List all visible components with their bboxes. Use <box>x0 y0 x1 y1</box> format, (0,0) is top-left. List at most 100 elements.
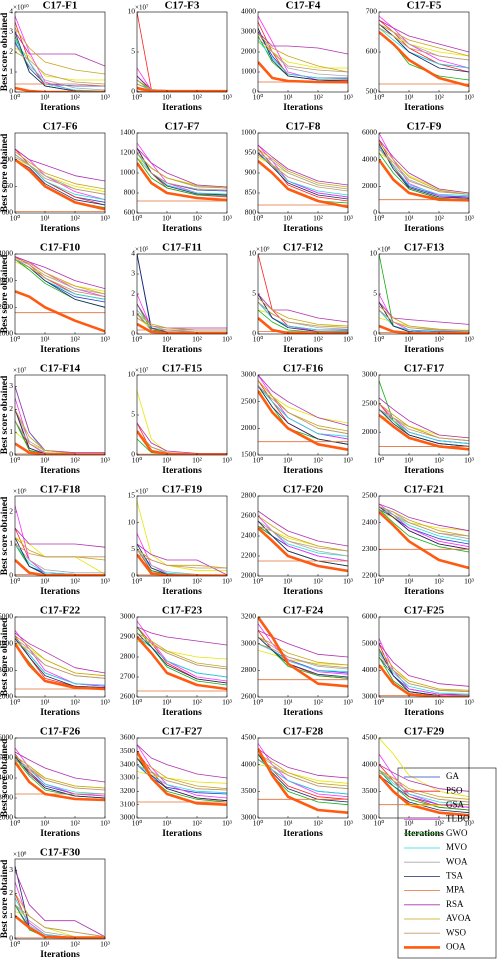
x-axis-label: Iterations <box>283 466 323 476</box>
x-tick-label: 10³ <box>100 456 111 465</box>
plot-lines <box>379 503 469 570</box>
x-tick-label: 10² <box>70 214 81 223</box>
x-tick-label: 10⁰ <box>10 456 21 465</box>
x-tick-label: 10² <box>70 940 81 949</box>
x-axis-label: Iterations <box>283 708 323 718</box>
chart-title: C17-F12 <box>283 242 324 254</box>
y-tick-label: 5 <box>373 289 377 298</box>
y-tick-label: 4000 <box>362 759 377 768</box>
y-tick-label: 4000 <box>0 638 13 647</box>
x-tick-label: 10³ <box>222 93 233 102</box>
y-tick-label: 0 <box>252 87 256 96</box>
x-tick-label: 10³ <box>464 335 475 344</box>
plot-lines <box>379 380 469 451</box>
x-tick-label: 10³ <box>100 819 111 828</box>
series-line <box>379 309 469 332</box>
x-tick-label: 10² <box>313 819 324 828</box>
x-tick-label: 10⁰ <box>253 456 264 465</box>
series-line <box>258 510 348 547</box>
series-line <box>15 258 105 298</box>
plot-lines <box>15 865 105 939</box>
y-tick-label: 3500 <box>241 786 256 795</box>
plot-lines <box>15 386 105 455</box>
x-tick-label: 10¹ <box>283 335 293 344</box>
y-axis-label: Best score obtained <box>0 617 10 696</box>
series-line <box>379 638 469 697</box>
series-line <box>15 757 105 797</box>
y-tick-label: 3200 <box>241 612 256 621</box>
series-line <box>379 508 469 537</box>
y-tick-label: 2200 <box>241 551 256 560</box>
x-axis-label: Iterations <box>283 345 323 355</box>
y-tick-label: 950 <box>245 148 257 157</box>
series-line <box>15 753 105 799</box>
series-line <box>258 527 348 573</box>
legend-label: RSA <box>446 899 464 909</box>
y-tick-label: 3000 <box>241 638 256 647</box>
axes-box <box>14 132 106 214</box>
legend-label: WSO <box>446 927 467 937</box>
x-tick-label: 10² <box>434 819 445 828</box>
y-tick-label: 600 <box>366 47 378 56</box>
y-tick-label: 3000 <box>362 813 377 822</box>
x-tick-label: 10³ <box>222 214 233 223</box>
series-line <box>258 617 348 688</box>
x-tick-label: 10² <box>70 335 81 344</box>
series-line <box>379 27 469 61</box>
y-tick-label: 5 <box>131 47 135 56</box>
series-line <box>15 148 105 206</box>
series-line <box>379 764 469 792</box>
y-tick-label: 3000 <box>0 793 13 802</box>
x-tick-label: 10² <box>434 93 445 102</box>
series-line <box>379 305 469 332</box>
series-line <box>258 37 348 73</box>
x-tick-label: 10⁰ <box>132 214 143 223</box>
plot-lines <box>379 254 469 334</box>
x-tick-label: 10⁰ <box>253 335 264 344</box>
legend-label: GWO <box>446 828 468 838</box>
x-tick-label: 10² <box>313 577 324 586</box>
x-tick-label: 10³ <box>464 214 475 223</box>
x-axis-label: Iterations <box>162 103 202 113</box>
series-line <box>137 744 227 779</box>
y-tick-label: 4 <box>9 7 13 16</box>
series-line <box>379 31 469 88</box>
plot-lines <box>379 638 469 697</box>
x-tick-label: 10² <box>434 577 445 586</box>
scale-label: ×10⁷ <box>135 4 149 12</box>
x-tick-label: 10⁰ <box>10 698 21 707</box>
chart-title: C17-F25 <box>404 605 445 617</box>
series-line <box>15 47 105 81</box>
scale-label: ×10⁸ <box>377 246 391 254</box>
series-line <box>137 750 227 806</box>
series-line <box>258 144 348 186</box>
series-line <box>258 61 348 84</box>
series-line <box>15 256 105 290</box>
y-tick-label: 2000 <box>241 47 256 56</box>
series-line <box>379 503 469 532</box>
series-line <box>15 751 105 783</box>
series-line <box>379 139 469 194</box>
x-axis-label: Iterations <box>162 829 202 839</box>
y-tick-label: 0 <box>9 934 13 943</box>
x-tick-label: 10⁰ <box>10 940 21 949</box>
series-line <box>15 915 105 939</box>
axes-box <box>378 374 470 456</box>
series-line <box>379 769 469 800</box>
plot-lines <box>258 144 348 209</box>
chart-title: C17-F26 <box>40 726 81 738</box>
x-tick-label: 10⁰ <box>374 214 385 223</box>
series-line <box>379 23 469 57</box>
legend-label: AVOA <box>446 913 471 923</box>
y-tick-label: 600 <box>124 208 136 217</box>
y-tick-label: 5 <box>131 410 135 419</box>
series-line <box>258 385 348 445</box>
x-tick-label: 10³ <box>343 335 354 344</box>
series-line <box>15 543 105 558</box>
x-tick-label: 10² <box>70 819 81 828</box>
x-tick-label: 10³ <box>464 698 475 707</box>
series-line <box>379 158 469 202</box>
x-axis-label: Iterations <box>162 224 202 234</box>
y-axis-label: Best score obtained <box>0 496 10 575</box>
x-tick-label: 10³ <box>100 698 111 707</box>
